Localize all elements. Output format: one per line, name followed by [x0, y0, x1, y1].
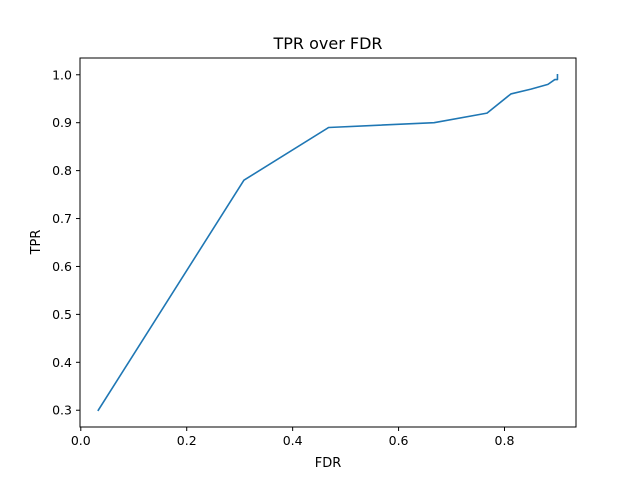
y-tick-label: 0.9 [52, 115, 72, 130]
x-tick-label: 0.4 [283, 433, 303, 448]
series-line-0 [97, 73, 559, 412]
y-tick-label: 0.7 [52, 211, 72, 226]
y-axis-label: TPR [29, 230, 44, 256]
x-axis-label: FDR [315, 456, 342, 471]
y-tick-label: 0.4 [52, 355, 72, 370]
x-tick-label: 0.6 [389, 433, 409, 448]
y-tick-label: 0.8 [52, 163, 72, 178]
x-tick-label: 0.0 [71, 433, 91, 448]
plot-frame [79, 57, 577, 428]
x-tick-label: 0.2 [177, 433, 197, 448]
y-tick-label: 0.5 [52, 307, 72, 322]
y-tick-label: 0.6 [52, 259, 72, 274]
y-tick-label: 1.0 [52, 67, 72, 82]
y-tick-label: 0.3 [52, 403, 72, 418]
x-tick-label: 0.8 [495, 433, 515, 448]
plot-area: 0.0 0.2 0.4 0.6 0.8 0.3 0.4 0.5 0.6 0.7 0.8 0.9 1.0 [52, 57, 577, 448]
chart-title: TPR over FDR [272, 34, 382, 53]
